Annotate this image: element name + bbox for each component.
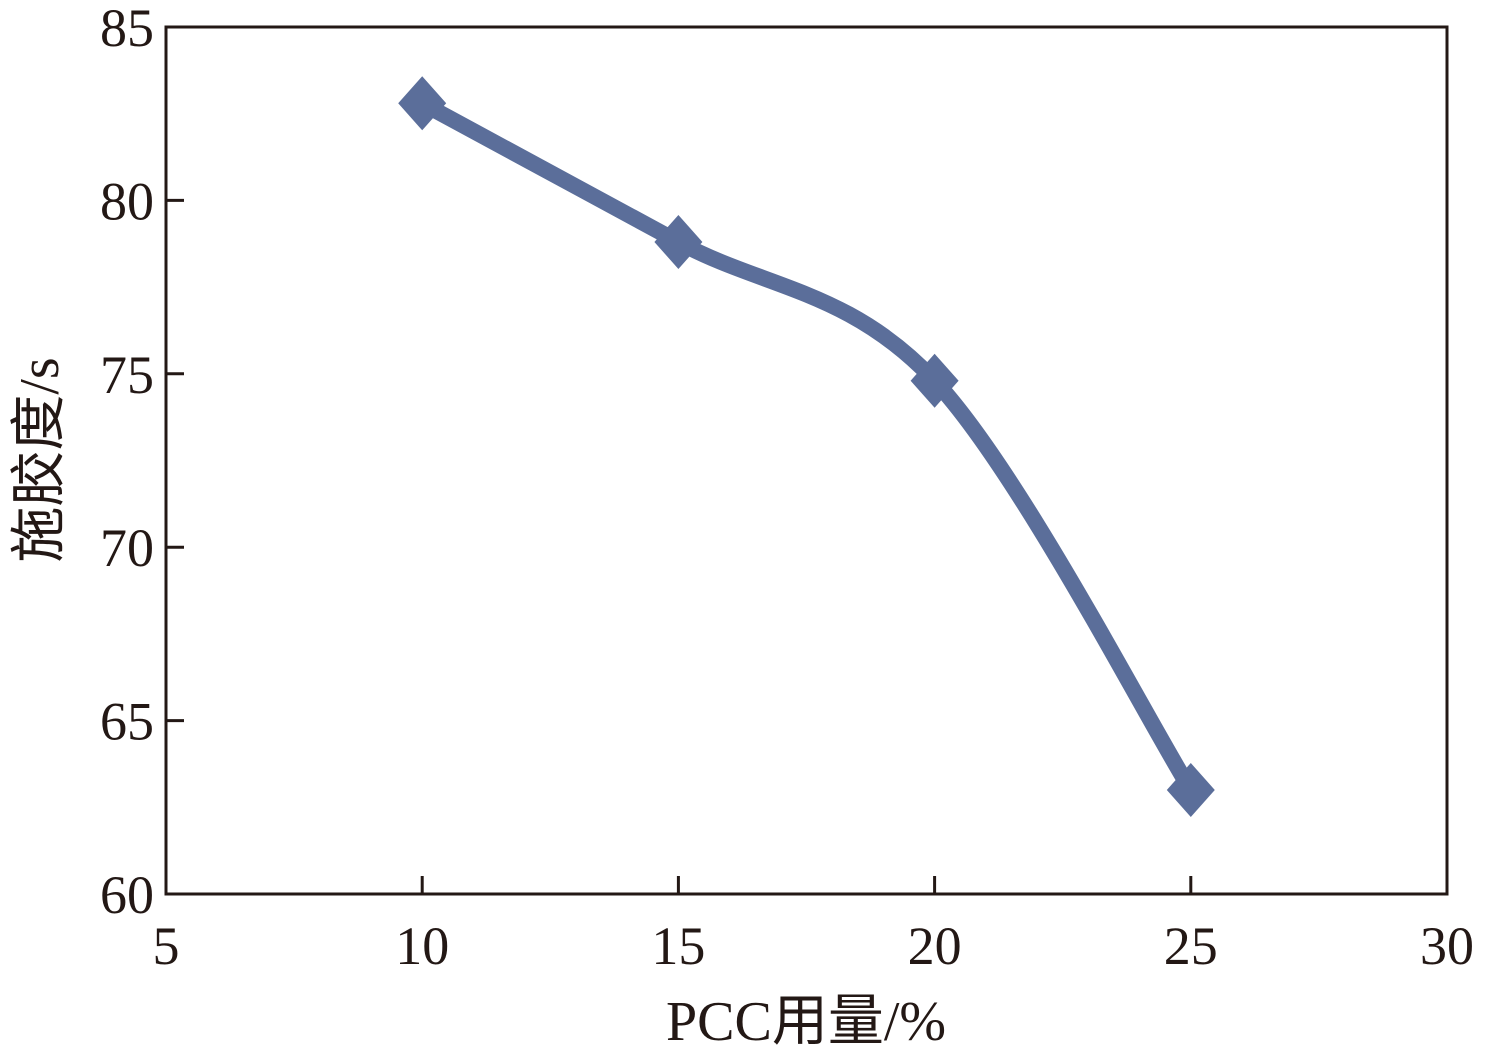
y-axis-title: 施胶度/s xyxy=(9,357,71,562)
y-tick-label: 70 xyxy=(100,518,154,578)
series-layer xyxy=(398,76,1215,817)
y-tick-label: 75 xyxy=(100,345,154,405)
y-tick-label: 65 xyxy=(100,692,154,752)
x-tick-label: 10 xyxy=(395,916,449,976)
y-tick-label: 60 xyxy=(100,865,154,925)
x-tick-label: 30 xyxy=(1420,916,1474,976)
x-axis-title: PCC用量/% xyxy=(666,991,946,1049)
plot-frame xyxy=(164,25,1449,896)
y-tick-label: 80 xyxy=(100,171,154,231)
x-axis-ticks: 5 10 15 20 25 30 xyxy=(153,876,1474,976)
y-tick-label: 85 xyxy=(100,0,154,58)
y-axis-ticks: 60 65 70 75 80 85 xyxy=(100,0,184,925)
data-point-marker xyxy=(910,353,959,408)
x-tick-label: 15 xyxy=(651,916,705,976)
x-tick-label: 5 xyxy=(153,916,180,976)
data-point-marker xyxy=(654,215,703,270)
series-line xyxy=(414,95,1199,798)
data-point-marker xyxy=(1166,762,1215,817)
x-tick-label: 25 xyxy=(1164,916,1218,976)
x-tick-label: 20 xyxy=(908,916,962,976)
data-point-marker xyxy=(398,76,447,131)
